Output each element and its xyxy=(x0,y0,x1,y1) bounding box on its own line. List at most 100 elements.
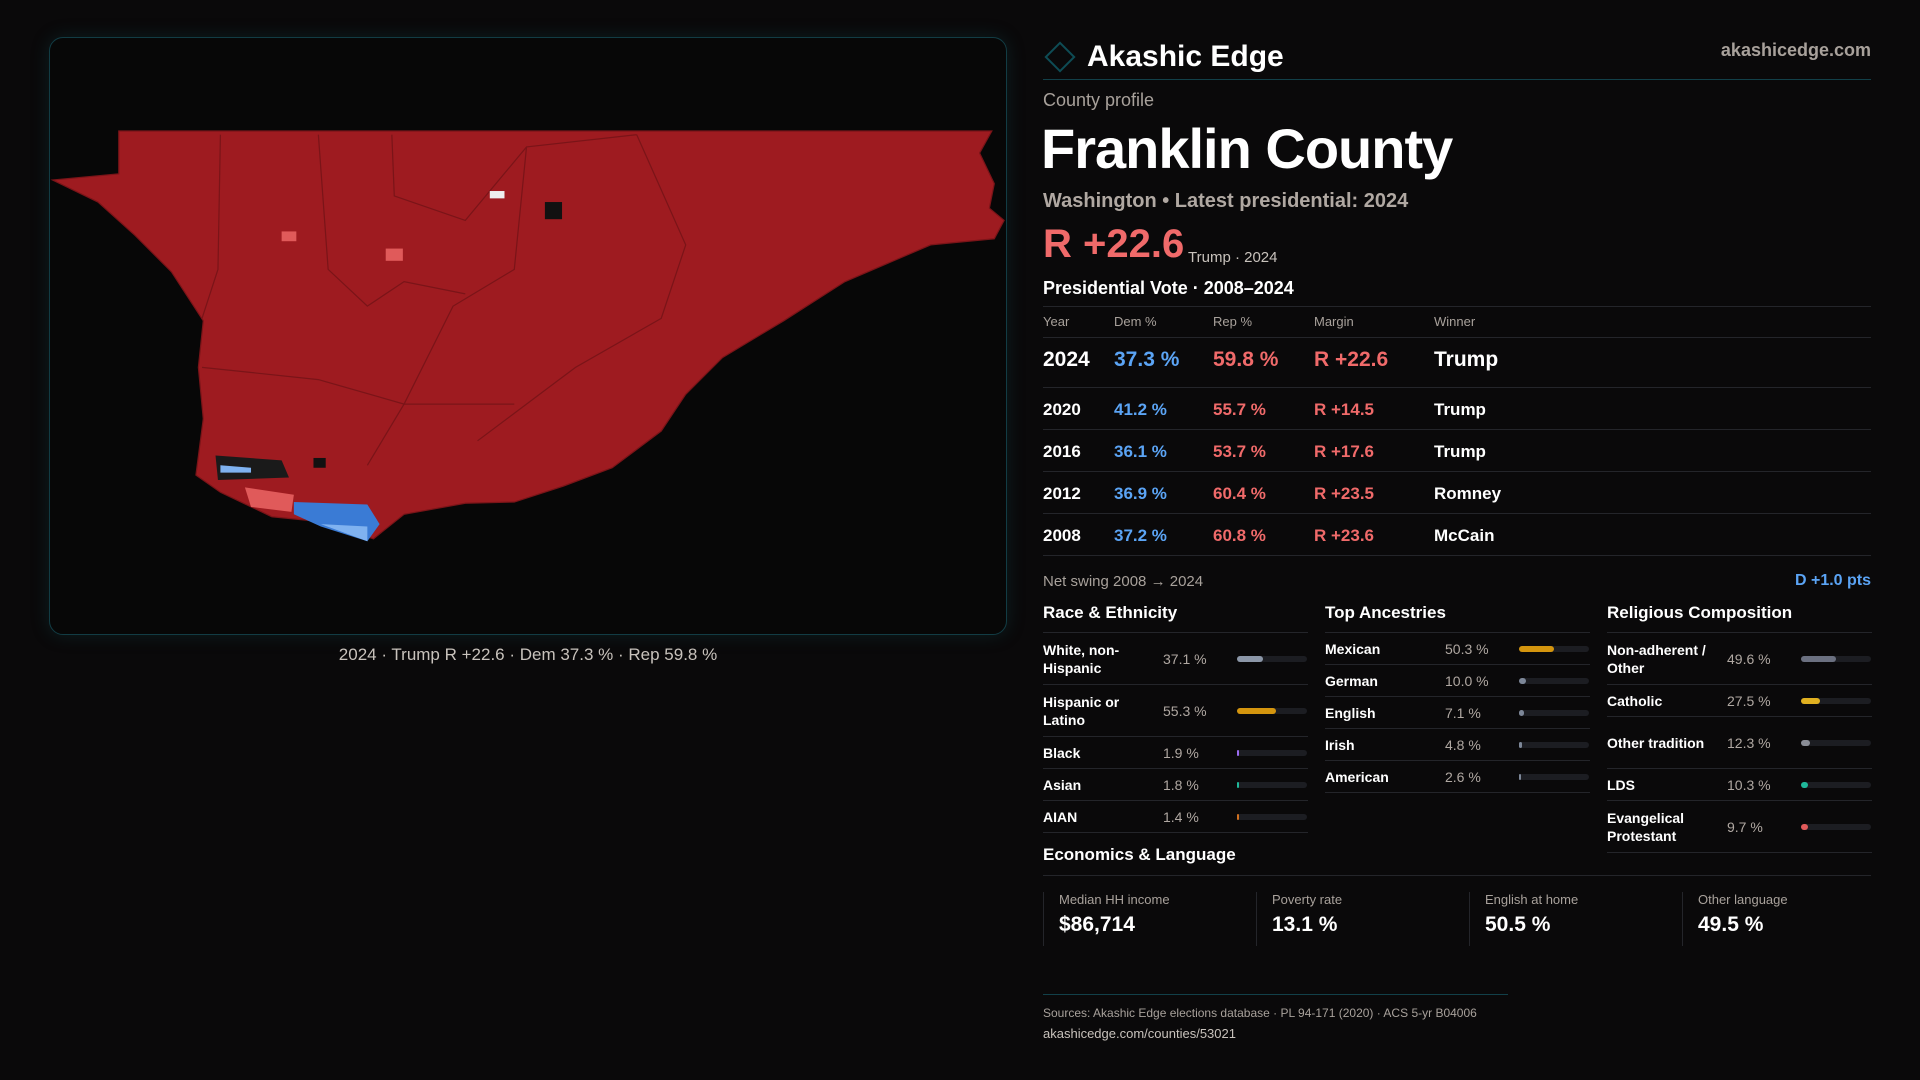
stat-bar-fill xyxy=(1237,707,1276,714)
stat-bar-track xyxy=(1519,677,1589,684)
stat-bar-track xyxy=(1519,773,1589,780)
winner-cell: McCain xyxy=(1434,526,1495,545)
stat-bar-track xyxy=(1237,813,1307,820)
stat-bar-fill xyxy=(1519,709,1524,716)
table-row[interactable]: 2016 36.1 % 53.7 % R +17.6 Trump xyxy=(1043,430,1871,472)
year-cell: 2020 xyxy=(1043,400,1081,419)
stat-row: Asian 1.8 % xyxy=(1043,769,1308,801)
stat-row: English 7.1 % xyxy=(1325,697,1590,729)
margin-cell: R +17.6 xyxy=(1314,442,1375,461)
dem-cell: 36.9 % xyxy=(1114,484,1167,503)
stat-bar-track xyxy=(1801,697,1871,704)
section-title: Top Ancestries xyxy=(1325,603,1590,633)
col-header-year: Year xyxy=(1043,314,1070,329)
table-row[interactable]: 2020 41.2 % 55.7 % R +14.5 Trump xyxy=(1043,388,1871,430)
stat-bar-track xyxy=(1519,709,1589,716)
stat-bar-track xyxy=(1519,645,1589,652)
stat-row: Catholic 27.5 % xyxy=(1607,685,1872,717)
economic-stat-value: 50.5 % xyxy=(1485,913,1551,936)
stat-value: 1.8 % xyxy=(1163,776,1199,793)
diamond-logo-icon xyxy=(1044,41,1076,73)
stat-value: 4.8 % xyxy=(1445,736,1481,753)
stat-value: 55.3 % xyxy=(1163,702,1207,719)
stat-value: 10.3 % xyxy=(1727,776,1771,793)
stat-row: Mexican 50.3 % xyxy=(1325,633,1590,665)
stat-value: 50.3 % xyxy=(1445,640,1489,657)
stat-label: English xyxy=(1325,704,1376,721)
stat-label: Evangelical Protestant xyxy=(1607,809,1685,844)
winner-cell: Trump xyxy=(1434,348,1499,371)
divider xyxy=(1043,875,1871,876)
stat-value: 1.4 % xyxy=(1163,808,1199,825)
county-map-panel[interactable] xyxy=(49,37,1007,635)
presidential-vote-title: Presidential Vote · 2008–2024 xyxy=(1043,278,1294,298)
table-row[interactable]: 2024 37.3 % 59.8 % R +22.6 Trump xyxy=(1043,338,1871,388)
stat-label: Hispanic or Latino xyxy=(1043,693,1120,728)
stat-row: LDS 10.3 % xyxy=(1607,769,1872,801)
stat-bar-track xyxy=(1519,741,1589,748)
rep-cell: 60.4 % xyxy=(1213,484,1266,503)
county-url[interactable]: akashicedge.com/counties/53021 xyxy=(1043,1026,1236,1041)
stat-row: Irish 4.8 % xyxy=(1325,729,1590,761)
stat-row: Other tradition 12.3 % xyxy=(1607,717,1872,769)
divider xyxy=(1043,306,1871,307)
year-cell: 2012 xyxy=(1043,484,1081,503)
divider xyxy=(1043,337,1871,338)
sources-note: Sources: Akashic Edge elections database… xyxy=(1043,1006,1477,1020)
table-row[interactable]: 2012 36.9 % 60.4 % R +23.5 Romney xyxy=(1043,472,1871,514)
stat-bar-track xyxy=(1237,749,1307,756)
stat-label: AIAN xyxy=(1043,808,1078,825)
table-row[interactable]: 2008 37.2 % 60.8 % R +23.6 McCain xyxy=(1043,514,1871,556)
stat-bar-track xyxy=(1801,781,1871,788)
ancestries-section: Top Ancestries Mexican 50.3 % German 10.0 % E… xyxy=(1325,603,1590,793)
stat-label: Catholic xyxy=(1607,692,1663,709)
stat-bar-track xyxy=(1237,655,1307,662)
stat-bar-fill xyxy=(1801,655,1836,662)
winner-cell: Romney xyxy=(1434,484,1502,503)
stat-row: Hispanic or Latino 55.3 % xyxy=(1043,685,1308,737)
col-header-winner: Winner xyxy=(1434,314,1476,329)
stat-bar-fill xyxy=(1237,813,1239,820)
stat-value: 7.1 % xyxy=(1445,704,1481,721)
year-cell: 2008 xyxy=(1043,526,1081,545)
col-header-dem: Dem % xyxy=(1114,314,1157,329)
dem-cell: 36.1 % xyxy=(1114,442,1167,461)
site-link[interactable]: akashicedge.com xyxy=(1720,40,1871,60)
stat-value: 2.6 % xyxy=(1445,768,1481,785)
stat-bar-fill xyxy=(1519,741,1523,748)
stat-bar-fill xyxy=(1237,781,1239,788)
stat-bar-fill xyxy=(1519,773,1521,780)
economic-stat-value: $86,714 xyxy=(1059,913,1135,936)
margin-cell: R +14.5 xyxy=(1314,400,1375,419)
stat-row: American 2.6 % xyxy=(1325,761,1590,793)
brand-logo[interactable]: Akashic Edge xyxy=(1043,40,1284,74)
stat-value: 1.9 % xyxy=(1163,744,1199,761)
stat-value: 37.1 % xyxy=(1163,650,1207,667)
stat-bar-fill xyxy=(1237,655,1263,662)
rep-cell: 59.8 % xyxy=(1213,348,1279,371)
stat-value: 9.7 % xyxy=(1727,818,1763,835)
stat-row: German 10.0 % xyxy=(1325,665,1590,697)
stat-label: Other tradition xyxy=(1607,734,1705,751)
margin-cell: R +23.6 xyxy=(1314,526,1375,545)
winner-cell: Trump xyxy=(1434,442,1486,461)
margin-cell: R +23.5 xyxy=(1314,484,1375,503)
stat-row: Evangelical Protestant 9.7 % xyxy=(1607,801,1872,853)
net-swing-value: D +1.0 pts xyxy=(1794,572,1871,589)
map-caption: 2024 · Trump R +22.6 · Dem 37.3 % · Rep … xyxy=(338,645,718,664)
margin-cell: R +22.6 xyxy=(1314,348,1389,371)
year-cell: 2016 xyxy=(1043,442,1081,461)
economic-stat-card: Poverty rate 13.1 % xyxy=(1256,892,1463,946)
winner-cell: Trump xyxy=(1434,400,1486,419)
net-swing-label: Net swing 2008 → 2024 xyxy=(1043,573,1204,590)
economics-title: Economics & Language xyxy=(1043,845,1236,864)
race-ethnicity-section: Race & Ethnicity White, non-Hispanic 37.1 … xyxy=(1043,603,1308,833)
stat-bar-fill xyxy=(1801,781,1809,788)
year-cell: 2024 xyxy=(1043,348,1090,371)
page-kicker: County profile xyxy=(1043,90,1155,110)
headline-margin: R +22.6 xyxy=(1043,222,1185,266)
stat-value: 49.6 % xyxy=(1727,650,1771,667)
stat-bar-track xyxy=(1237,781,1307,788)
header-divider xyxy=(1043,79,1871,80)
stat-label: Black xyxy=(1043,744,1081,761)
